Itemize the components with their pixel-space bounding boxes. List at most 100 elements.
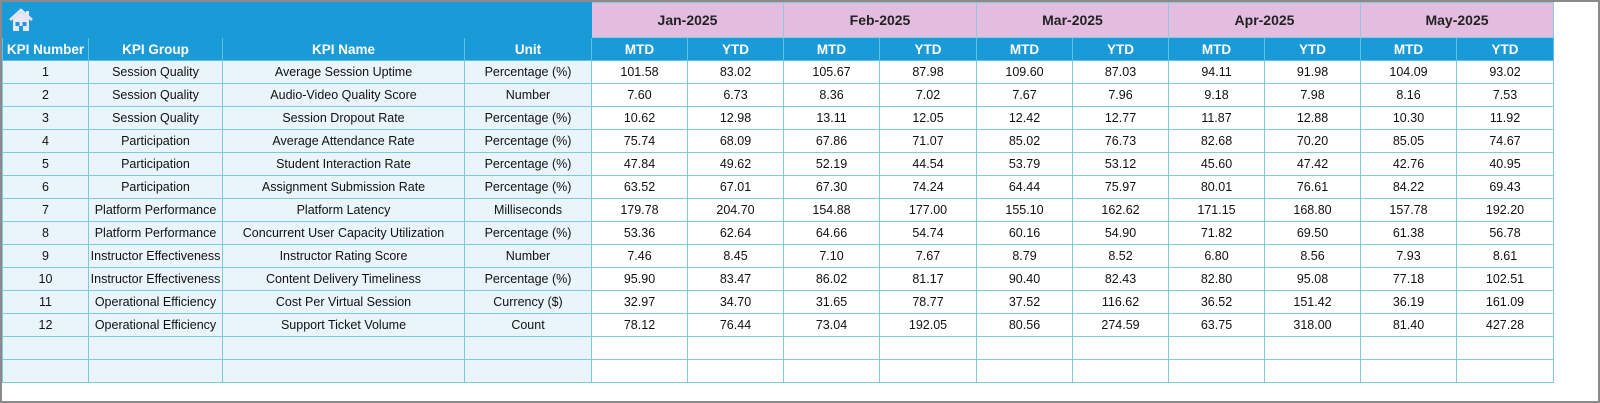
empty-cell[interactable] (1456, 359, 1554, 383)
ytd-value-cell[interactable]: 70.20 (1264, 129, 1361, 153)
empty-cell[interactable] (1168, 336, 1265, 360)
unit-cell[interactable]: Milliseconds (464, 198, 592, 222)
home-icon[interactable] (7, 7, 35, 36)
ytd-value-cell[interactable]: 74.67 (1456, 129, 1554, 153)
ytd-value-cell[interactable]: 54.74 (879, 221, 977, 245)
ytd-value-cell[interactable]: 95.08 (1264, 267, 1361, 291)
ytd-value-cell[interactable]: 204.70 (687, 198, 784, 222)
ytd-value-cell[interactable]: 87.98 (879, 60, 977, 84)
ytd-value-cell[interactable]: 7.67 (879, 244, 977, 268)
mtd-value-cell[interactable]: 67.30 (783, 175, 880, 199)
ytd-value-cell[interactable]: 69.50 (1264, 221, 1361, 245)
empty-cell[interactable] (879, 359, 977, 383)
mtd-value-cell[interactable]: 10.30 (1360, 106, 1457, 130)
empty-cell[interactable] (879, 336, 977, 360)
ytd-value-cell[interactable]: 87.03 (1072, 60, 1169, 84)
mtd-value-cell[interactable]: 7.67 (976, 83, 1073, 107)
ytd-value-cell[interactable]: 76.44 (687, 313, 784, 337)
empty-cell[interactable] (222, 336, 465, 360)
mtd-value-cell[interactable]: 32.97 (591, 290, 688, 314)
ytd-value-cell[interactable]: 81.17 (879, 267, 977, 291)
kpi-number-cell[interactable]: 11 (2, 290, 89, 314)
kpi-name-cell[interactable]: Content Delivery Timeliness (222, 267, 465, 291)
mtd-value-cell[interactable]: 90.40 (976, 267, 1073, 291)
mtd-value-cell[interactable]: 155.10 (976, 198, 1073, 222)
ytd-value-cell[interactable]: 177.00 (879, 198, 977, 222)
kpi-group-cell[interactable]: Platform Performance (88, 198, 223, 222)
mtd-value-cell[interactable]: 8.79 (976, 244, 1073, 268)
kpi-group-cell[interactable]: Session Quality (88, 106, 223, 130)
kpi-number-cell[interactable]: 4 (2, 129, 89, 153)
kpi-number-cell[interactable]: 2 (2, 83, 89, 107)
unit-cell[interactable]: Currency ($) (464, 290, 592, 314)
ytd-value-cell[interactable]: 76.73 (1072, 129, 1169, 153)
ytd-value-cell[interactable]: 6.73 (687, 83, 784, 107)
kpi-number-cell[interactable]: 3 (2, 106, 89, 130)
ytd-value-cell[interactable]: 12.77 (1072, 106, 1169, 130)
empty-cell[interactable] (88, 336, 223, 360)
kpi-number-cell[interactable]: 8 (2, 221, 89, 245)
mtd-value-cell[interactable]: 104.09 (1360, 60, 1457, 84)
mtd-value-cell[interactable]: 81.40 (1360, 313, 1457, 337)
empty-cell[interactable] (464, 359, 592, 383)
ytd-value-cell[interactable]: 78.77 (879, 290, 977, 314)
ytd-value-cell[interactable]: 91.98 (1264, 60, 1361, 84)
unit-cell[interactable]: Count (464, 313, 592, 337)
kpi-group-cell[interactable]: Participation (88, 129, 223, 153)
ytd-value-cell[interactable]: 11.92 (1456, 106, 1554, 130)
mtd-value-cell[interactable]: 157.78 (1360, 198, 1457, 222)
empty-cell[interactable] (1264, 359, 1361, 383)
kpi-name-cell[interactable]: Cost Per Virtual Session (222, 290, 465, 314)
mtd-value-cell[interactable]: 71.82 (1168, 221, 1265, 245)
mtd-value-cell[interactable]: 109.60 (976, 60, 1073, 84)
ytd-value-cell[interactable]: 53.12 (1072, 152, 1169, 176)
mtd-value-cell[interactable]: 6.80 (1168, 244, 1265, 268)
ytd-value-cell[interactable]: 12.05 (879, 106, 977, 130)
kpi-name-cell[interactable]: Platform Latency (222, 198, 465, 222)
mtd-value-cell[interactable]: 7.93 (1360, 244, 1457, 268)
empty-cell[interactable] (687, 359, 784, 383)
empty-cell[interactable] (783, 359, 880, 383)
ytd-value-cell[interactable]: 7.98 (1264, 83, 1361, 107)
mtd-value-cell[interactable]: 64.66 (783, 221, 880, 245)
ytd-value-cell[interactable]: 71.07 (879, 129, 977, 153)
kpi-number-cell[interactable]: 12 (2, 313, 89, 337)
ytd-value-cell[interactable]: 162.62 (1072, 198, 1169, 222)
empty-cell[interactable] (88, 359, 223, 383)
ytd-value-cell[interactable]: 83.02 (687, 60, 784, 84)
mtd-value-cell[interactable]: 11.87 (1168, 106, 1265, 130)
ytd-value-cell[interactable]: 82.43 (1072, 267, 1169, 291)
ytd-value-cell[interactable]: 7.53 (1456, 83, 1554, 107)
ytd-value-cell[interactable]: 34.70 (687, 290, 784, 314)
kpi-group-cell[interactable]: Participation (88, 152, 223, 176)
ytd-value-cell[interactable]: 67.01 (687, 175, 784, 199)
ytd-value-cell[interactable]: 12.88 (1264, 106, 1361, 130)
mtd-value-cell[interactable]: 82.80 (1168, 267, 1265, 291)
ytd-value-cell[interactable]: 49.62 (687, 152, 784, 176)
kpi-group-cell[interactable]: Session Quality (88, 60, 223, 84)
mtd-value-cell[interactable]: 45.60 (1168, 152, 1265, 176)
unit-cell[interactable]: Percentage (%) (464, 129, 592, 153)
ytd-value-cell[interactable]: 116.62 (1072, 290, 1169, 314)
mtd-value-cell[interactable]: 8.36 (783, 83, 880, 107)
kpi-group-cell[interactable]: Instructor Effectiveness (88, 267, 223, 291)
ytd-value-cell[interactable]: 44.54 (879, 152, 977, 176)
kpi-group-cell[interactable]: Operational Efficiency (88, 313, 223, 337)
ytd-value-cell[interactable]: 68.09 (687, 129, 784, 153)
empty-cell[interactable] (1360, 359, 1457, 383)
mtd-value-cell[interactable]: 179.78 (591, 198, 688, 222)
mtd-value-cell[interactable]: 37.52 (976, 290, 1073, 314)
mtd-value-cell[interactable]: 60.16 (976, 221, 1073, 245)
mtd-value-cell[interactable]: 94.11 (1168, 60, 1265, 84)
unit-cell[interactable]: Percentage (%) (464, 221, 592, 245)
empty-cell[interactable] (1168, 359, 1265, 383)
ytd-value-cell[interactable]: 192.05 (879, 313, 977, 337)
mtd-value-cell[interactable]: 64.44 (976, 175, 1073, 199)
ytd-value-cell[interactable]: 47.42 (1264, 152, 1361, 176)
ytd-value-cell[interactable]: 93.02 (1456, 60, 1554, 84)
kpi-name-cell[interactable]: Audio-Video Quality Score (222, 83, 465, 107)
ytd-value-cell[interactable]: 54.90 (1072, 221, 1169, 245)
empty-cell[interactable] (1072, 336, 1169, 360)
mtd-value-cell[interactable]: 77.18 (1360, 267, 1457, 291)
ytd-value-cell[interactable]: 12.98 (687, 106, 784, 130)
